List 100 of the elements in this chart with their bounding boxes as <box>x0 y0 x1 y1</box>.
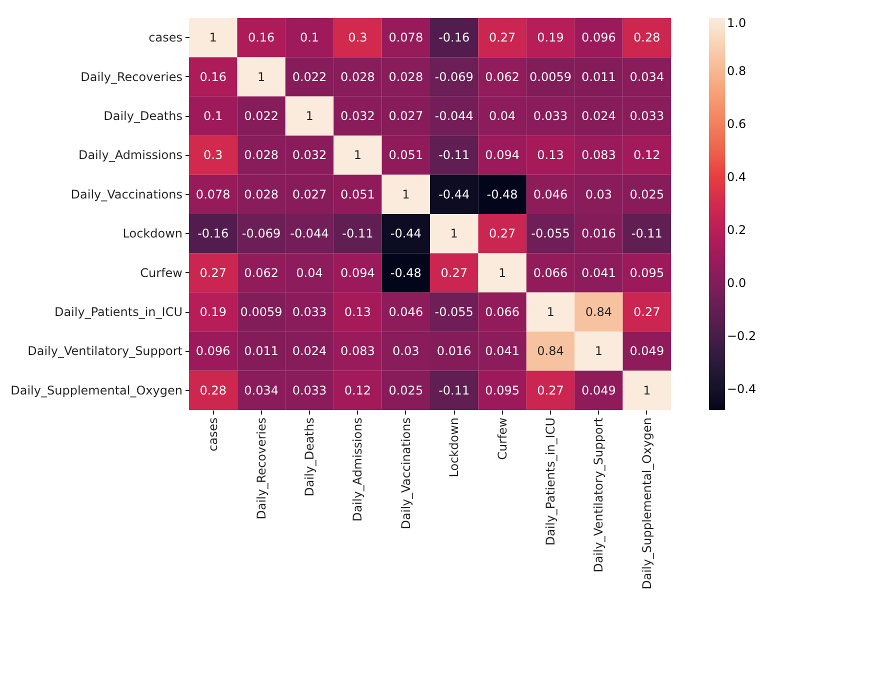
data-label: -0.48 <box>390 266 422 280</box>
data-label: 1 <box>546 305 554 319</box>
x-tick-label: Daily_Patients_in_ICU <box>544 418 558 546</box>
y-tick-label: Daily_Supplemental_Oxygen <box>10 383 182 398</box>
data-label: 0.033 <box>533 109 568 123</box>
data-label: 0.011 <box>244 344 278 358</box>
x-tick-label: Daily_Deaths <box>302 418 316 496</box>
data-label: 1 <box>209 30 217 45</box>
data-label: 0.049 <box>630 344 664 358</box>
data-label: -0.11 <box>438 383 470 398</box>
y-tick-label: Daily_Recoveries <box>80 70 182 84</box>
x-tick-label: Daily_Supplemental_Oxygen <box>640 418 654 590</box>
data-label: 0.03 <box>585 187 612 202</box>
data-label: 0.04 <box>296 266 323 280</box>
data-label: 0.078 <box>388 30 424 45</box>
data-label: 1 <box>354 148 362 162</box>
data-label: 0.096 <box>196 344 230 358</box>
data-label: 0.046 <box>388 305 424 319</box>
data-label: 0.094 <box>485 148 520 162</box>
x-tick-label: Curfew <box>495 417 510 460</box>
data-label: 0.034 <box>630 70 664 84</box>
data-label: -0.055 <box>531 226 570 241</box>
data-label: 0.1 <box>300 30 320 45</box>
data-label: 0.1 <box>204 109 223 123</box>
x-tick-label: Daily_Ventilatory_Support <box>592 417 606 572</box>
data-label: 0.0059 <box>240 305 282 319</box>
data-label: -0.069 <box>434 70 474 84</box>
data-label: 0.03 <box>392 344 420 358</box>
data-label: 0.27 <box>200 266 226 280</box>
color-bar-label: 0.2 <box>727 222 746 237</box>
data-label: 0.025 <box>388 383 424 398</box>
data-label: 0.062 <box>485 70 520 84</box>
data-label: -0.11 <box>342 226 374 241</box>
data-label: 0.028 <box>244 187 278 202</box>
data-label: -0.16 <box>198 226 229 241</box>
data-label: 0.024 <box>582 109 616 123</box>
data-label: 0.025 <box>630 187 664 202</box>
data-label: 1 <box>498 266 506 280</box>
data-label: 0.033 <box>292 383 327 398</box>
data-label: -0.044 <box>290 226 329 241</box>
data-label: 0.032 <box>340 109 375 123</box>
data-label: 0.041 <box>485 344 520 358</box>
y-tick-label: Lockdown <box>122 226 182 241</box>
data-label: 0.28 <box>634 30 660 45</box>
y-tick-label: Daily_Deaths <box>104 109 182 123</box>
data-label: 0.84 <box>537 344 564 358</box>
data-label: 0.022 <box>244 109 278 123</box>
x-tick-label: cases <box>206 418 220 452</box>
y-tick-label: Curfew <box>140 266 183 280</box>
data-label: 0.13 <box>344 305 372 319</box>
color-bar-label: 0.8 <box>727 64 746 78</box>
data-label: 0.27 <box>537 383 564 398</box>
data-label: 0.28 <box>200 383 226 398</box>
data-label: 0.095 <box>485 383 520 398</box>
data-label: 0.27 <box>634 305 660 319</box>
data-label: 0.16 <box>248 30 275 45</box>
data-label: 0.083 <box>340 344 375 358</box>
data-label: 0.095 <box>630 266 664 280</box>
data-label: 0.016 <box>436 344 472 358</box>
data-label: 0.034 <box>244 383 278 398</box>
data-label: 0.0059 <box>530 70 572 84</box>
data-label: 0.066 <box>485 305 520 319</box>
data-label: 1 <box>450 226 458 241</box>
data-label: 0.016 <box>582 226 616 241</box>
y-tick-label: Daily_Vaccinations <box>70 187 182 202</box>
color-bar-label: 0.0 <box>727 276 746 290</box>
data-label: 0.083 <box>582 148 616 162</box>
data-label: 0.028 <box>388 70 424 84</box>
data-label: 0.27 <box>488 30 516 45</box>
data-label: -0.11 <box>631 226 662 241</box>
data-label: 0.027 <box>388 109 424 123</box>
data-label: 0.04 <box>488 109 516 123</box>
data-label: 1 <box>594 344 603 358</box>
x-tick-label: Daily_Recoveries <box>254 418 268 520</box>
y-tick-label: Daily_Ventilatory_Support <box>28 344 183 358</box>
data-label: 1 <box>402 187 410 202</box>
data-label: 0.041 <box>582 266 616 280</box>
y-tick-label: Daily_Patients_in_ICU <box>54 305 182 319</box>
color-bar-label: 0.6 <box>727 116 746 131</box>
data-label: 0.051 <box>340 187 375 202</box>
data-label: -0.055 <box>434 305 474 319</box>
data-label: 0.16 <box>200 70 226 84</box>
data-label: -0.044 <box>434 109 474 123</box>
data-label: 0.062 <box>244 266 278 280</box>
data-label: 0.27 <box>440 266 468 280</box>
data-label: 0.046 <box>533 187 568 202</box>
data-label: 0.84 <box>585 305 612 319</box>
data-label: 1 <box>257 70 266 84</box>
x-tick-label: Daily_Vaccinations <box>398 418 413 530</box>
data-label: 0.19 <box>537 30 564 45</box>
data-label: 0.3 <box>204 148 223 162</box>
color-bar-label: 0.4 <box>727 170 746 184</box>
x-tick-label: Lockdown <box>447 418 462 478</box>
data-label: 0.049 <box>582 383 616 398</box>
data-label: 0.12 <box>634 148 660 162</box>
y-tick-label: cases <box>148 30 182 45</box>
data-label: 0.028 <box>340 70 375 84</box>
color-bar-label: −0.2 <box>727 328 756 343</box>
data-label: 0.011 <box>582 70 616 84</box>
data-label: 0.12 <box>344 383 372 398</box>
